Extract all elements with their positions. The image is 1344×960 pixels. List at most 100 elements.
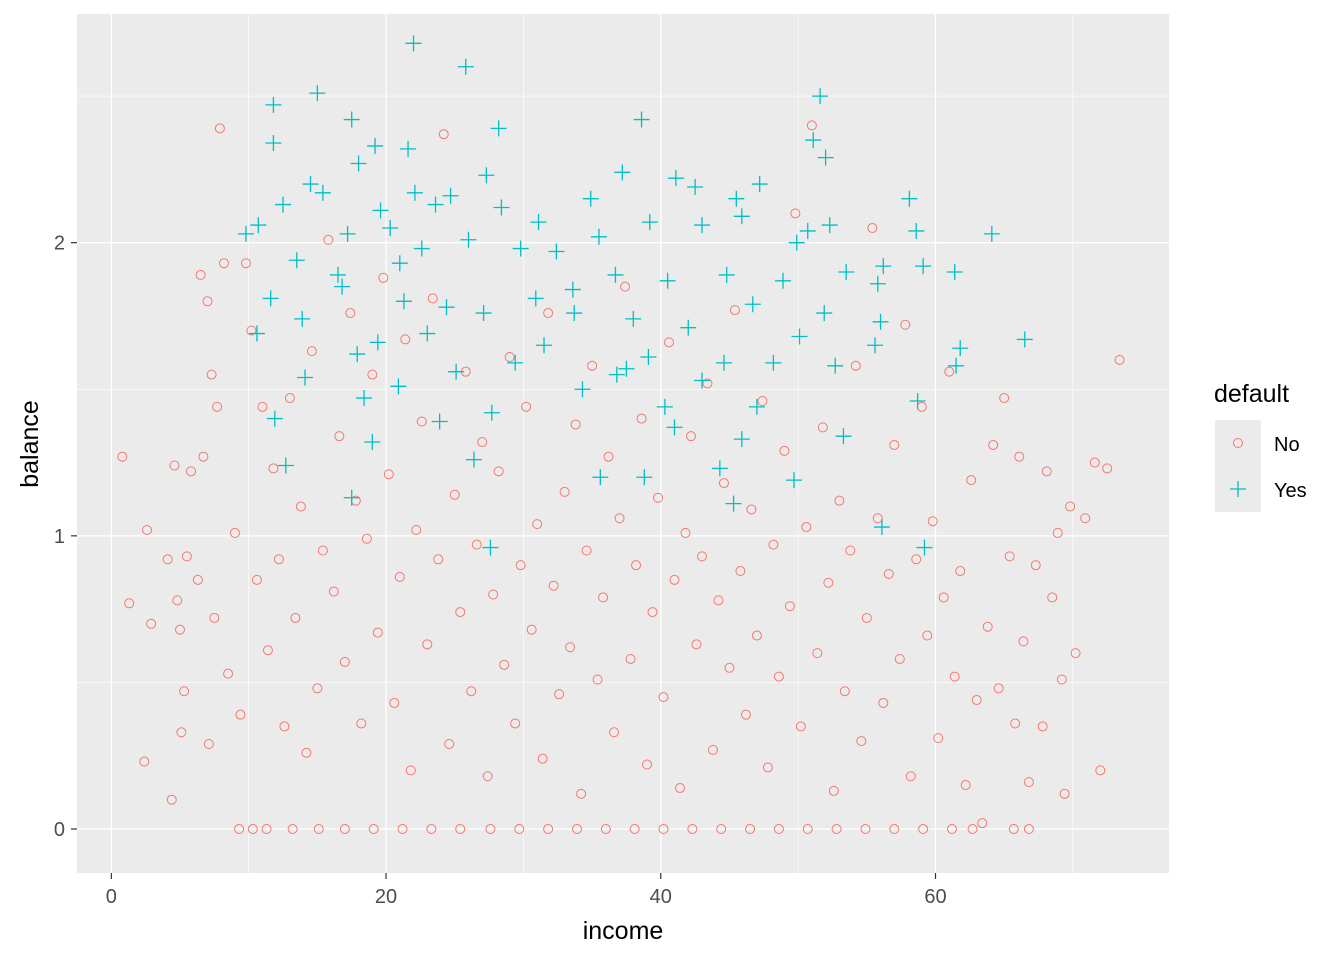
data-point-no bbox=[927, 516, 938, 527]
data-point-no bbox=[1052, 527, 1063, 538]
data-point-no bbox=[977, 818, 988, 829]
data-point-yes bbox=[821, 217, 838, 234]
data-point-yes bbox=[475, 305, 492, 322]
data-point-yes bbox=[718, 266, 735, 283]
data-point-no bbox=[828, 785, 839, 796]
data-point-no bbox=[427, 293, 438, 304]
data-point-no bbox=[179, 686, 190, 697]
data-point-no bbox=[328, 586, 339, 597]
data-point-no bbox=[1014, 451, 1025, 462]
data-point-no bbox=[394, 571, 405, 582]
data-point-yes bbox=[465, 451, 482, 468]
data-point-no bbox=[911, 554, 922, 565]
data-point-no bbox=[675, 782, 686, 793]
data-point-no bbox=[878, 697, 889, 708]
data-point-yes bbox=[867, 337, 884, 354]
data-point-yes bbox=[786, 472, 803, 489]
data-point-yes bbox=[482, 539, 499, 556]
data-point-no bbox=[960, 780, 971, 791]
data-point-no bbox=[235, 709, 246, 720]
data-point-no bbox=[493, 466, 504, 477]
data-point-no bbox=[1023, 824, 1034, 835]
data-point-yes bbox=[633, 111, 650, 128]
data-point-yes bbox=[574, 381, 591, 398]
data-point-no bbox=[301, 747, 312, 758]
data-point-yes bbox=[297, 369, 314, 386]
data-point-no bbox=[922, 630, 933, 641]
data-point-no bbox=[889, 824, 900, 835]
data-point-no bbox=[146, 618, 157, 629]
data-point-no bbox=[378, 272, 389, 283]
data-point-no bbox=[773, 671, 784, 682]
data-point-no bbox=[894, 653, 905, 664]
data-point-no bbox=[581, 545, 592, 556]
data-point-no bbox=[779, 445, 790, 456]
data-point-yes bbox=[693, 372, 710, 389]
data-point-yes bbox=[592, 469, 609, 486]
legend-key-no-marker bbox=[1233, 438, 1243, 448]
data-point-no bbox=[124, 598, 135, 609]
data-point-no bbox=[889, 439, 900, 450]
series-no-points bbox=[117, 120, 1125, 835]
data-point-yes bbox=[1016, 331, 1033, 348]
data-point-yes bbox=[406, 184, 423, 201]
data-point-no bbox=[166, 794, 177, 805]
data-point-no bbox=[279, 721, 290, 732]
data-point-yes bbox=[413, 240, 430, 257]
data-point-yes bbox=[294, 310, 311, 327]
data-point-no bbox=[982, 621, 993, 632]
data-point-yes bbox=[656, 398, 673, 415]
data-point-yes bbox=[548, 243, 565, 260]
data-point-yes bbox=[687, 178, 704, 195]
data-point-no bbox=[768, 539, 779, 550]
data-point-yes bbox=[457, 58, 474, 75]
data-point-yes bbox=[265, 96, 282, 113]
data-point-no bbox=[284, 393, 295, 404]
data-point-no bbox=[900, 319, 911, 330]
data-point-no bbox=[405, 765, 416, 776]
data-point-yes bbox=[478, 167, 495, 184]
data-point-no bbox=[1023, 777, 1034, 788]
x-axis-ticks: 0 20 40 60 bbox=[106, 873, 947, 908]
data-point-yes bbox=[908, 222, 925, 239]
data-point-yes bbox=[262, 290, 279, 307]
data-point-no bbox=[967, 824, 978, 835]
data-point-yes bbox=[427, 196, 444, 213]
data-point-no bbox=[313, 824, 324, 835]
data-point-yes bbox=[835, 428, 852, 445]
data-point-no bbox=[938, 592, 949, 603]
legend-label-no: No bbox=[1274, 434, 1300, 456]
data-point-yes bbox=[693, 217, 710, 234]
data-point-no bbox=[570, 419, 581, 430]
data-point-no bbox=[861, 612, 872, 623]
data-point-no bbox=[653, 492, 664, 503]
data-point-yes bbox=[277, 457, 294, 474]
data-point-yes bbox=[901, 190, 918, 207]
data-point-yes bbox=[733, 208, 750, 225]
data-point-yes bbox=[382, 220, 399, 237]
data-point-no bbox=[729, 305, 740, 316]
data-point-no bbox=[198, 451, 209, 462]
data-point-no bbox=[1114, 354, 1125, 365]
data-point-no bbox=[214, 123, 225, 134]
data-point-no bbox=[955, 566, 966, 577]
data-point-no bbox=[455, 607, 466, 618]
legend-key-yes-marker bbox=[1230, 481, 1246, 497]
data-point-no bbox=[669, 574, 680, 585]
y-axis-ticks: 0 1 2 bbox=[54, 233, 77, 841]
data-point-no bbox=[944, 366, 955, 377]
data-point-no bbox=[571, 824, 582, 835]
data-point-yes bbox=[339, 225, 356, 242]
data-point-no bbox=[192, 574, 203, 585]
data-point-yes bbox=[799, 222, 816, 239]
data-point-no bbox=[713, 595, 724, 606]
data-point-no bbox=[680, 527, 691, 538]
data-point-no bbox=[488, 589, 499, 600]
data-point-no bbox=[1047, 592, 1058, 603]
data-point-yes bbox=[250, 217, 267, 234]
data-point-no bbox=[1102, 463, 1113, 474]
data-point-no bbox=[203, 739, 214, 750]
data-point-no bbox=[139, 756, 150, 767]
data-point-no bbox=[696, 551, 707, 562]
data-point-yes bbox=[948, 357, 965, 374]
